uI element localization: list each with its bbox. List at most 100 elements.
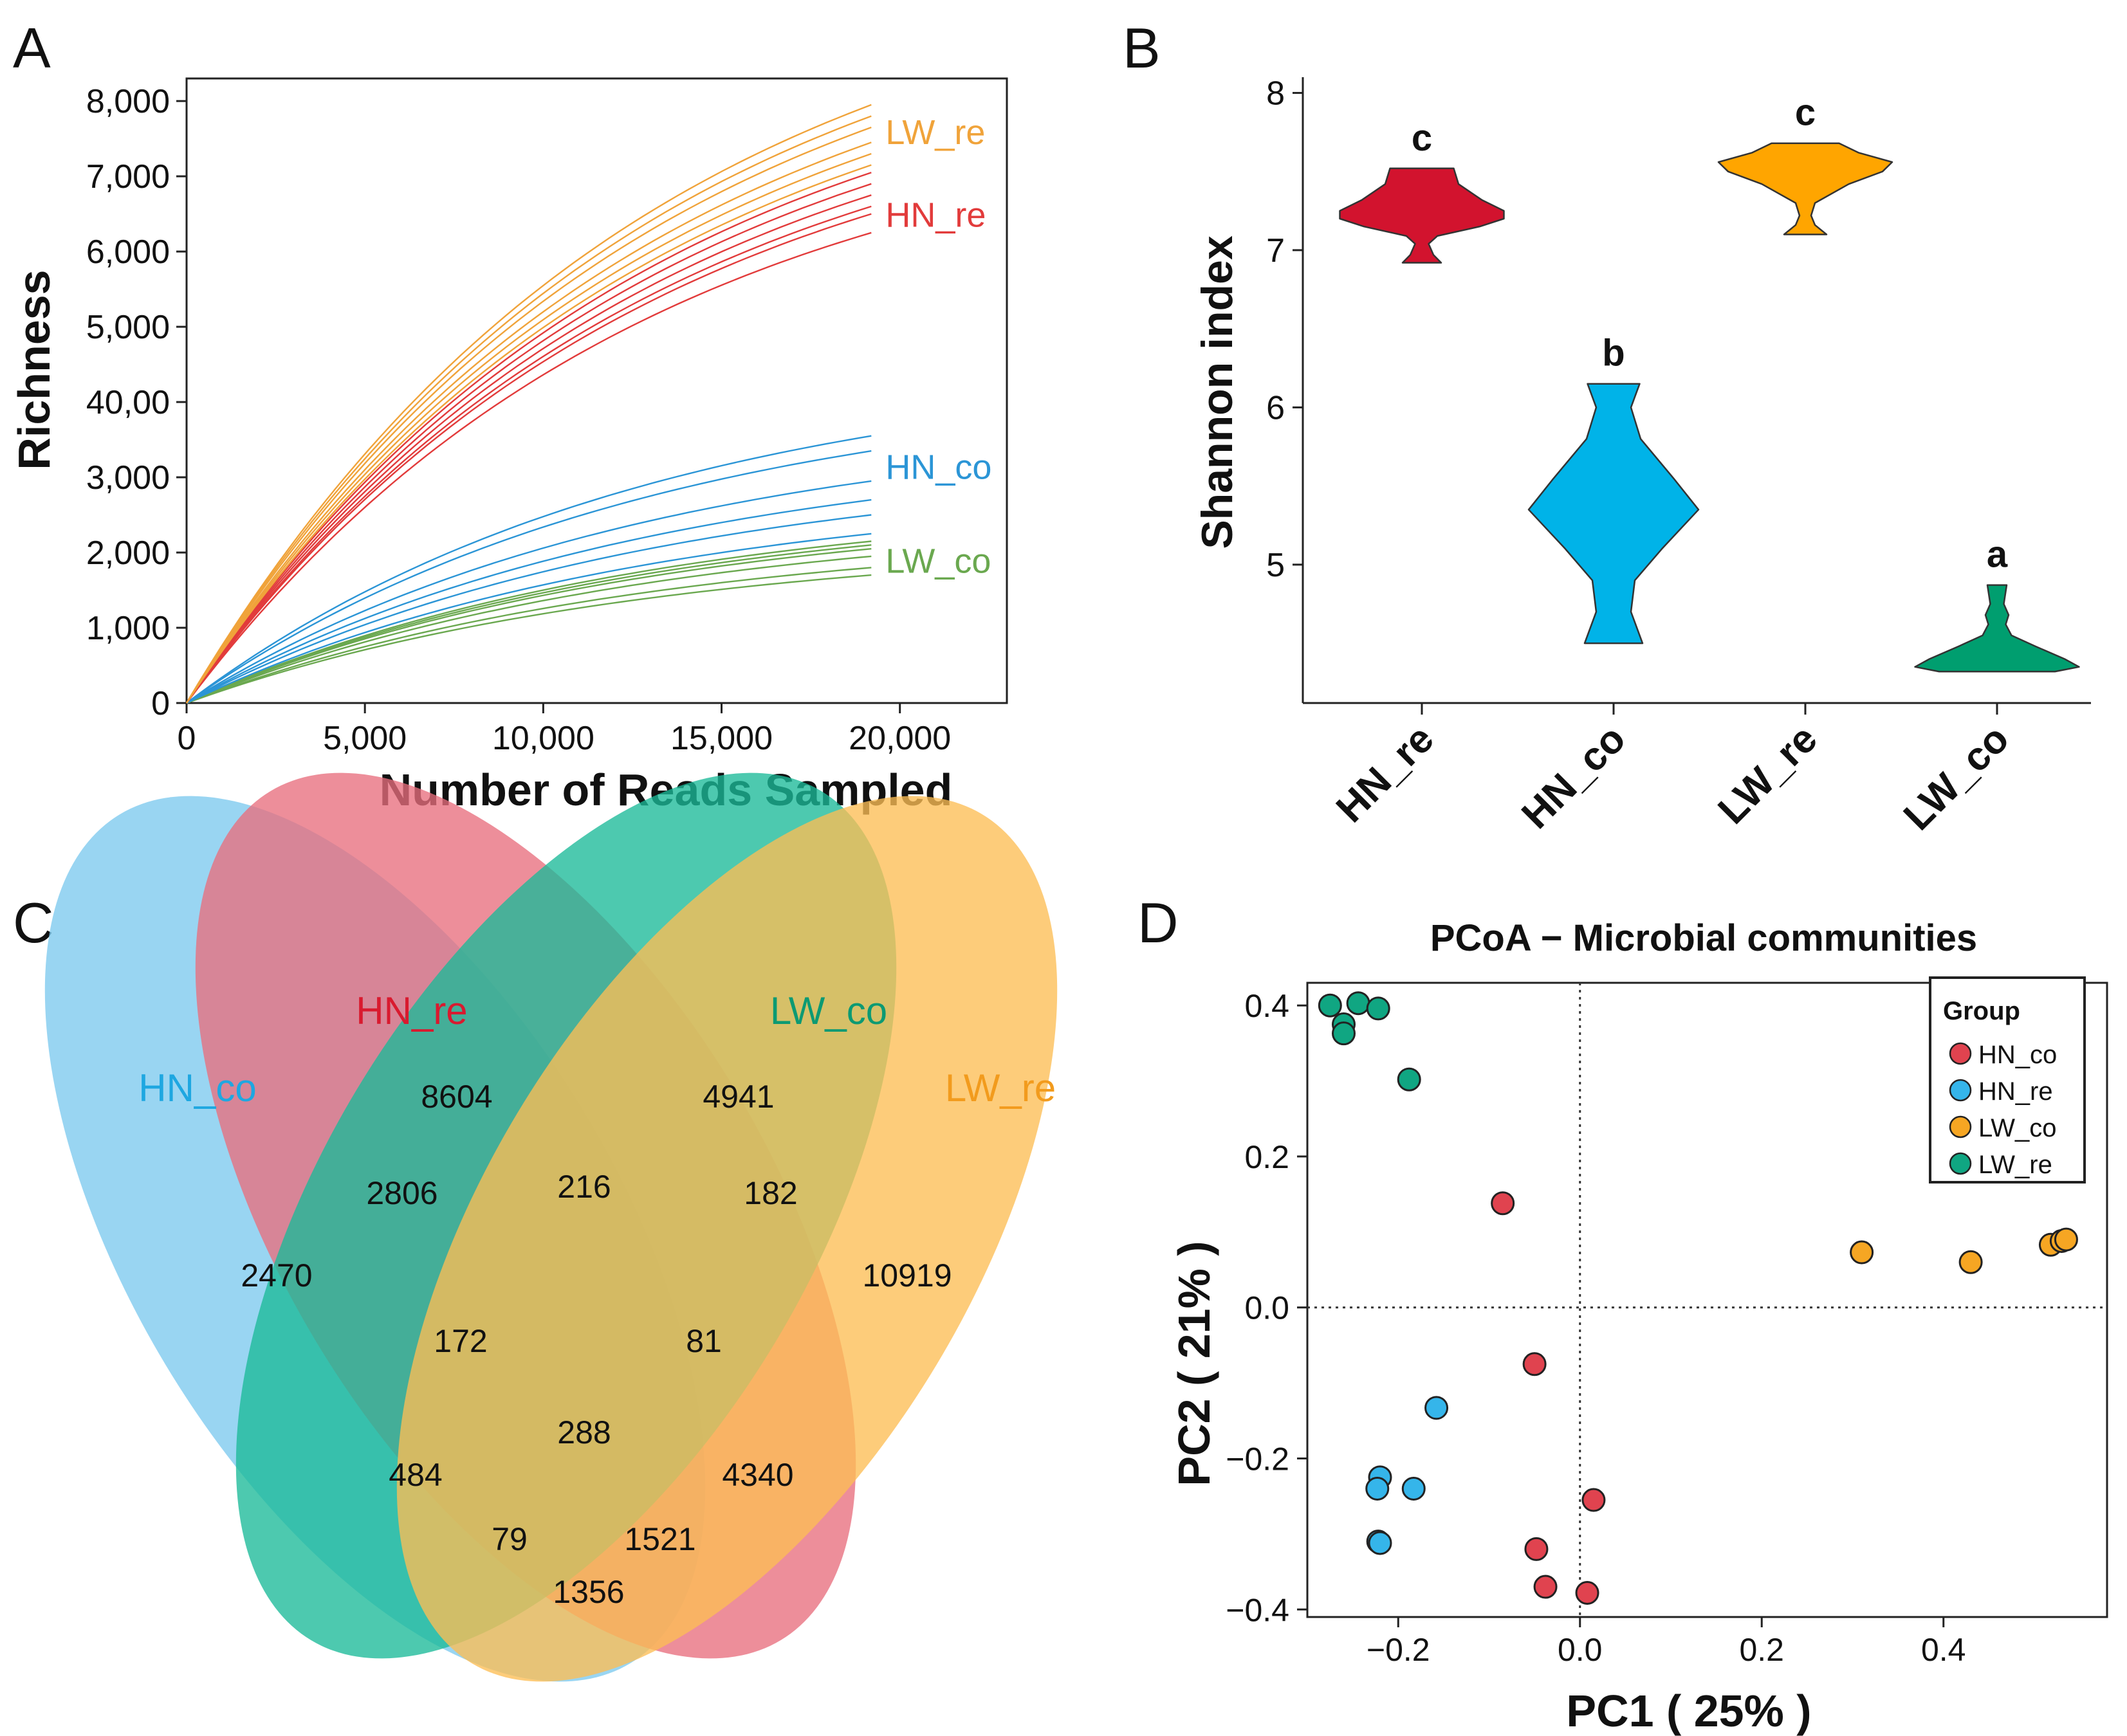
rarefaction-curve-lw-re xyxy=(185,152,872,704)
panel-d-legend: Group HN_co HN_re LW_co LW_re xyxy=(1929,976,2086,1183)
point-hn-re xyxy=(1365,1476,1390,1501)
point-hn-co xyxy=(1491,1191,1515,1216)
series-label-hn-re: HN_re xyxy=(885,196,986,235)
panel-a-x-tick-label: 20,000 xyxy=(849,720,951,757)
panel-b-y-tick-label: 8 xyxy=(1266,75,1285,112)
venn-label-hn-co: HN_co xyxy=(138,1066,256,1110)
panel-c-letter: C xyxy=(13,891,54,955)
panel-d-y-axis-label: PC2 ( 21% ) xyxy=(1169,1241,1219,1486)
panel-b-y-tick-label: 7 xyxy=(1266,232,1285,270)
point-lw-re xyxy=(1332,1021,1356,1046)
panel-d-y-tick-label: 0.0 xyxy=(1244,1290,1289,1326)
venn-count-hn-re-lw-re: 4340 xyxy=(722,1457,793,1493)
rarefaction-curve-hn-co xyxy=(186,533,872,704)
legend-label-hn-co: HN_co xyxy=(1978,1041,2057,1069)
rarefaction-curve-hn-re xyxy=(186,232,872,704)
venn-count-hn-co-lw-re: 1356 xyxy=(553,1574,624,1610)
rarefaction-curve-hn-co xyxy=(186,450,872,704)
venn-count-hn-co-hn-re-lw-re: 1521 xyxy=(624,1521,695,1557)
panel-d-letter: D xyxy=(1137,891,1179,955)
panel-d: D PCoA − Microbial communities −0.2 0.0 0.… xyxy=(1137,891,2108,1736)
rarefaction-curve-hn-re xyxy=(186,205,872,704)
significance-letter-lw-re: c xyxy=(1795,92,1816,134)
venn-ellipses xyxy=(44,772,1058,1682)
series-label-lw-re: LW_re xyxy=(885,113,985,152)
significance-letter-lw-co: a xyxy=(1987,534,2008,576)
violin-lw-co xyxy=(1914,584,2080,673)
venn-count-hn-re-only: 8604 xyxy=(421,1079,492,1115)
point-hn-co xyxy=(1575,1580,1599,1605)
venn-count-hn-re-lw-co: 216 xyxy=(557,1169,611,1205)
panel-a-plot-frame xyxy=(185,77,1008,704)
panel-b-y-tick-label: 5 xyxy=(1266,547,1285,584)
legend-box xyxy=(1929,976,2086,1183)
rarefaction-curve-hn-re xyxy=(186,183,872,704)
point-hn-co xyxy=(1522,1352,1547,1376)
violin-lw-re xyxy=(1717,142,1893,235)
panel-a-axes: 0 5,000 10,000 15,000 20,000 0 1,000 2,000 3,000… xyxy=(86,77,1008,757)
rarefaction-curve-lw-co xyxy=(186,574,872,704)
panel-d-x-tick-label: 0.4 xyxy=(1921,1632,1966,1668)
panel-a-y-tick-label: 0 xyxy=(151,685,170,722)
panel-d-x-tick-label: 0.2 xyxy=(1739,1632,1784,1668)
venn-set-labels: HN_co HN_re LW_co LW_re xyxy=(138,989,1056,1110)
rarefaction-curve-lw-co xyxy=(186,555,872,704)
point-lw-re xyxy=(1397,1067,1421,1092)
venn-count-hn-co-lw-co-lw-re: 79 xyxy=(492,1521,528,1557)
panel-d-plot-frame xyxy=(1306,982,2108,1618)
significance-letter-hn-re: c xyxy=(1412,117,1432,159)
legend-label-lw-co: LW_co xyxy=(1978,1114,2057,1142)
rarefaction-curve-lw-co xyxy=(186,540,872,704)
point-hn-re xyxy=(1368,1531,1392,1555)
point-hn-re xyxy=(1401,1476,1426,1501)
venn-label-lw-re: LW_re xyxy=(945,1066,1056,1110)
venn-count-hn-re-lw-co-lw-re: 81 xyxy=(686,1323,722,1359)
panel-b-x-tick-label-lw-re: LW_re xyxy=(1710,717,1826,832)
point-hn-co xyxy=(1533,1575,1558,1599)
panel-d-y-tick-label: −0.2 xyxy=(1226,1441,1289,1477)
rarefaction-curve-lw-re xyxy=(185,142,872,704)
rarefaction-curve-hn-re xyxy=(186,172,872,704)
rarefaction-curve-lw-co xyxy=(186,567,872,704)
panel-c: C HN_co HN_re LW_co LW_re 8604 4941 2806… xyxy=(13,772,1058,1682)
panel-a-y-tick-label: 2,000 xyxy=(86,535,170,572)
panel-a-y-tick-label: 5,000 xyxy=(86,309,170,346)
panel-b-x-tick-label-hn-re: HN_re xyxy=(1328,717,1442,831)
panel-b-violins: c b c a xyxy=(1339,92,2080,673)
rarefaction-curve-lw-re xyxy=(185,115,872,704)
venn-ellipse-lw-re xyxy=(396,796,1058,1682)
legend-swatch-hn-co xyxy=(1949,1042,1972,1065)
legend-title: Group xyxy=(1943,997,2020,1025)
rarefaction-curve-hn-co xyxy=(186,435,872,704)
panel-a-x-tick-label: 5,000 xyxy=(323,720,407,757)
point-lw-re xyxy=(1346,991,1370,1016)
panel-a-y-tick-label: 6,000 xyxy=(86,233,170,271)
point-lw-re xyxy=(1366,996,1390,1021)
venn-count-all-four: 288 xyxy=(557,1414,611,1450)
panel-b-y-axis-label: Shannon index xyxy=(1193,235,1242,549)
panel-a-x-tick-label: 0 xyxy=(178,720,196,757)
panel-d-axes: −0.2 0.0 0.2 0.4 −0.4 −0.2 0.0 0.2 0.4 xyxy=(1226,982,2108,1668)
panel-d-x-tick-label: 0.0 xyxy=(1558,1632,1603,1668)
panel-a-y-tick-label: 8,000 xyxy=(86,83,170,120)
panel-a-y-tick-label: 7,000 xyxy=(86,158,170,196)
violin-hn-co xyxy=(1527,383,1700,644)
panel-a-x-tick-label: 15,000 xyxy=(670,720,773,757)
point-hn-co xyxy=(1581,1488,1606,1512)
venn-label-lw-co: LW_co xyxy=(770,989,887,1032)
panel-a-x-tick-label: 10,000 xyxy=(492,720,594,757)
rarefaction-curve-lw-co xyxy=(186,544,872,704)
panel-a-series-labels: LW_co HN_co HN_re LW_re xyxy=(885,113,991,581)
series-label-lw-co: LW_co xyxy=(885,542,991,581)
venn-count-hn-co-hn-re-lw-co: 172 xyxy=(434,1323,487,1359)
panel-d-y-tick-label: 0.2 xyxy=(1244,1139,1289,1175)
panel-a-y-axis-label: Richness xyxy=(9,270,59,470)
rarefaction-curve-lw-re xyxy=(185,104,872,704)
rarefaction-curve-hn-re xyxy=(186,194,872,704)
point-lw-re xyxy=(1318,993,1342,1018)
panel-a-rarefaction-lines xyxy=(185,104,872,704)
venn-count-hn-co-lw-co: 484 xyxy=(389,1457,442,1493)
panel-d-y-tick-label: 0.4 xyxy=(1244,988,1289,1024)
rarefaction-curve-lw-re xyxy=(185,126,872,704)
